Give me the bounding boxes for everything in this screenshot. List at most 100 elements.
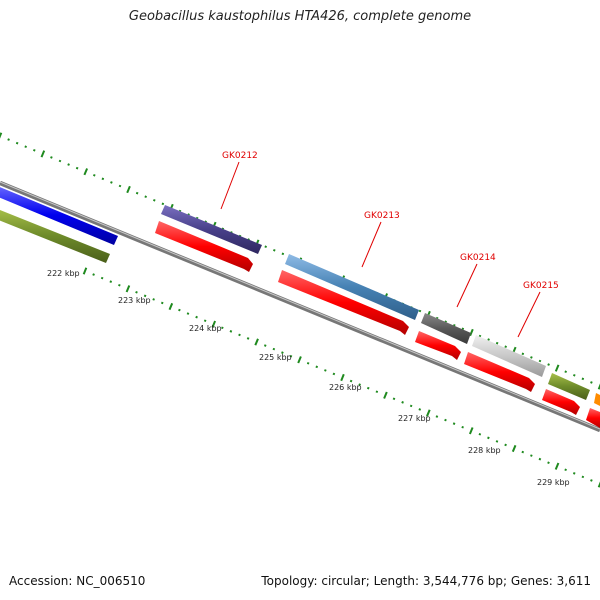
inner-ring-tick <box>547 461 550 465</box>
outer-ring-tick <box>264 245 268 249</box>
feature-bar-olive-left[interactable] <box>0 208 110 263</box>
inner-ring-tick <box>178 308 181 312</box>
cds-arrow-track <box>155 221 600 428</box>
backbone-line <box>0 180 600 433</box>
inner-ring-tick <box>487 436 490 440</box>
gene-label-gk0213[interactable]: GK0213 <box>364 211 400 221</box>
feature-bar-blue[interactable] <box>0 185 118 245</box>
inner-ring-tick <box>246 337 250 340</box>
tick-label-226: 226 kbp <box>329 383 362 392</box>
tick-label-228: 228 kbp <box>468 446 501 455</box>
tick-label-225: 225 kbp <box>259 353 292 362</box>
tick-label-223: 223 kbp <box>118 296 151 305</box>
gene-label-gk0214[interactable]: GK0214 <box>460 253 496 263</box>
outer-ring-tick <box>67 163 70 166</box>
leader-gk0213 <box>361 221 382 268</box>
inner-ring-tick <box>349 379 353 383</box>
gene-gk0213-bar[interactable] <box>285 254 419 320</box>
inner-ring-tick <box>366 386 370 390</box>
inner-ring-tick <box>289 354 293 358</box>
feature-track-upper <box>0 185 600 406</box>
inner-ring-tick <box>581 475 585 479</box>
inner-ring-tick <box>160 301 164 305</box>
inner-ring-tick <box>392 397 396 401</box>
inner-ring-tick <box>272 347 276 351</box>
tick-label-229: 229 kbp <box>537 478 570 487</box>
tick-label-224: 224 kbp <box>189 324 222 333</box>
cds-arrow-gk0214[interactable] <box>415 331 461 360</box>
inner-ring-tick <box>315 365 319 369</box>
outer-ring-tick <box>495 341 499 345</box>
outer-ring-tick <box>161 202 165 206</box>
inner-ring-tick <box>118 283 121 287</box>
inner-ring-tick <box>281 351 284 354</box>
inner-ring-tick <box>109 280 113 283</box>
gene-label-gk0215[interactable]: GK0215 <box>523 281 559 291</box>
outer-ring-tick <box>530 356 533 359</box>
outer-ring-tick <box>24 145 28 149</box>
cds-arrow-next[interactable] <box>542 389 580 415</box>
leader-gk0214 <box>456 263 478 308</box>
feature-bar-olive-right[interactable] <box>548 373 590 400</box>
outer-ring-tick <box>487 338 490 341</box>
outer-ring-tick <box>126 185 131 194</box>
outer-ring-tick <box>0 132 3 139</box>
gene-label-leaders <box>220 161 541 338</box>
cds-arrow-gk0213[interactable] <box>278 270 409 335</box>
inner-ring-tick <box>221 326 224 330</box>
tick-label-222: 222 kbp <box>47 269 80 278</box>
outer-ring-tick <box>504 345 508 349</box>
outer-ring-tick <box>272 248 276 252</box>
accession-text: Accession: NC_006510 <box>9 574 146 588</box>
inner-ring-tick <box>135 290 138 294</box>
feature-bar-orange-edge[interactable] <box>594 393 600 406</box>
cds-arrow-gk0215[interactable] <box>464 352 535 392</box>
inner-ring-tick <box>125 285 131 293</box>
inner-ring-tick <box>152 298 155 301</box>
inner-ring-tick <box>324 369 327 372</box>
gene-gk0212-bar[interactable] <box>161 205 262 254</box>
inner-ring-tick <box>100 276 104 280</box>
outer-ring-tick <box>58 159 62 163</box>
inner-ring-tick <box>511 444 517 453</box>
inner-ring-tick <box>358 383 361 386</box>
outer-ring-tick <box>478 334 482 338</box>
outer-ring-tick <box>564 370 568 374</box>
gene-labels: GK0212 GK0213 GK0214 GK0215 <box>222 151 559 291</box>
cds-arrow-edge[interactable] <box>586 408 600 428</box>
inner-scale-ring <box>82 267 600 488</box>
outer-ring-tick <box>521 352 525 356</box>
outer-ring-tick <box>7 138 10 141</box>
outer-ring-tick <box>110 181 113 184</box>
inner-ring-tick <box>572 472 576 475</box>
inner-ring-tick <box>82 267 88 275</box>
outer-ring-tick <box>40 150 46 158</box>
inner-ring-tick <box>375 390 379 393</box>
inner-ring-tick <box>306 362 310 365</box>
outer-ring-tick <box>75 166 79 170</box>
cds-arrow-gk0212[interactable] <box>155 221 253 272</box>
inner-ring-tick <box>263 344 267 347</box>
inner-ring-tick <box>461 425 464 429</box>
gene-gk0214-bar[interactable] <box>421 313 471 344</box>
inner-ring-tick <box>383 391 388 399</box>
outer-ring-tick <box>469 328 474 337</box>
gene-label-gk0212[interactable]: GK0212 <box>222 151 258 161</box>
inner-ring-tick <box>203 319 207 322</box>
inner-ring-tick <box>530 454 533 457</box>
outer-ring-tick <box>118 184 122 188</box>
outer-ring-tick <box>572 373 576 377</box>
map-title: Geobacillus kaustophilus HTA426, complet… <box>128 9 472 24</box>
outer-ring-tick <box>581 377 585 381</box>
gene-gk0215-bar[interactable] <box>472 335 546 377</box>
outer-ring-tick <box>597 383 600 390</box>
outer-ring-tick <box>92 173 96 177</box>
leader-gk0215 <box>517 291 541 338</box>
inner-ring-tick <box>564 468 567 472</box>
inner-ring-tick <box>409 404 413 408</box>
genome-summary-text: Topology: circular; Length: 3,544,776 bp… <box>261 574 591 588</box>
inner-ring-tick <box>452 422 456 425</box>
inner-ring-tick <box>554 462 560 470</box>
inner-ring-tick <box>538 457 542 461</box>
